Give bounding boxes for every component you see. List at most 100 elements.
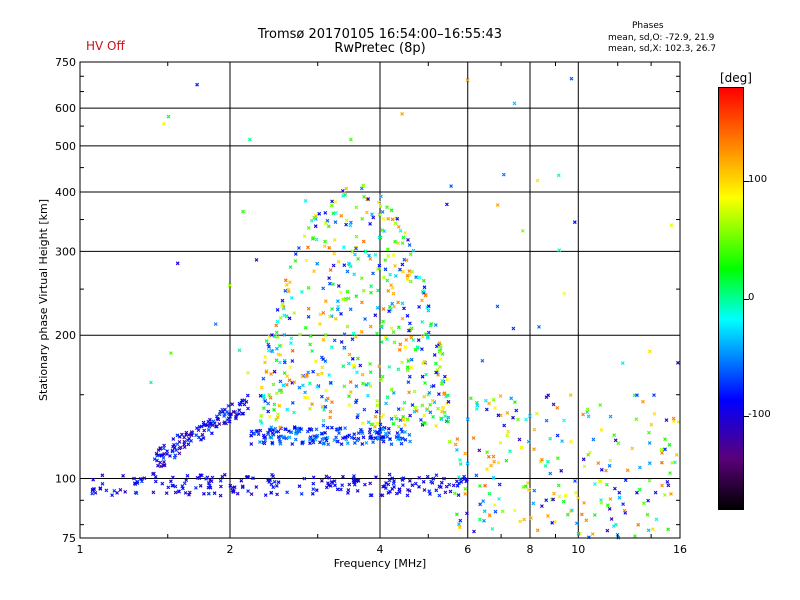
scatter-point: [218, 478, 223, 483]
scatter-point: [593, 482, 597, 486]
scatter-point: [405, 493, 410, 498]
scatter-point: [439, 480, 444, 485]
scatter-point: [355, 478, 360, 483]
scatter-point: [261, 393, 266, 398]
scatter-point: [452, 491, 457, 496]
colorbar-tick: [744, 181, 749, 182]
scatter-point: [653, 490, 658, 495]
scatter-point: [324, 474, 329, 479]
scatter-point: [310, 402, 314, 407]
scatter-point: [321, 436, 326, 441]
scatter-point: [308, 406, 312, 411]
scatter-point: [227, 419, 232, 424]
scatter-point: [660, 483, 664, 488]
scatter-point: [396, 433, 401, 438]
y-tick-label: 100: [55, 473, 76, 486]
scatter-point: [234, 412, 239, 417]
scatter-point: [264, 339, 269, 343]
scatter-point: [142, 476, 147, 480]
y-tick-label: 200: [55, 329, 76, 342]
scatter-point: [306, 314, 311, 319]
scatter-point: [238, 402, 243, 407]
scatter-point: [344, 437, 349, 442]
scatter-point: [321, 286, 326, 291]
scatter-point: [388, 437, 393, 441]
scatter-point: [336, 259, 341, 264]
scatter-point: [322, 244, 327, 248]
scatter-point: [368, 493, 373, 498]
scatter-point: [406, 380, 411, 384]
scatter-point: [664, 418, 669, 422]
scatter-point: [276, 480, 281, 485]
scatter-point: [379, 340, 384, 344]
scatter-point: [183, 491, 188, 495]
scatter-point: [237, 408, 242, 413]
scatter-point: [420, 422, 425, 427]
scatter-point: [407, 243, 412, 247]
x-tick-label: 4: [377, 543, 384, 556]
scatter-point: [217, 412, 222, 417]
scatter-point: [361, 381, 365, 386]
scatter-point: [166, 114, 171, 119]
scatter-point: [385, 205, 389, 210]
scatter-point: [380, 427, 385, 431]
scatter-point: [274, 358, 279, 363]
scatter-point: [275, 308, 280, 312]
scatter-point: [348, 390, 353, 394]
scatter-point: [353, 252, 357, 257]
scatter-point: [140, 479, 144, 484]
scatter-point: [322, 408, 326, 412]
scatter-point: [240, 484, 245, 489]
scatter-point: [123, 490, 128, 494]
scatter-point: [491, 475, 496, 480]
axis-ticks: 1 2 4 6 8 10 16 75 100 200 300 400 500 600 750: [55, 56, 687, 556]
scatter-point: [477, 448, 482, 453]
scatter-point: [261, 440, 266, 445]
scatter-point: [647, 478, 652, 483]
scatter-point: [322, 441, 326, 445]
scatter-point: [400, 316, 405, 321]
scatter-point: [314, 427, 319, 432]
scatter-point: [381, 439, 386, 444]
scatter-point: [311, 236, 316, 240]
scatter-point: [445, 202, 449, 207]
scatter-point: [395, 216, 400, 221]
scatter-point: [171, 475, 175, 480]
scatter-point: [161, 463, 166, 468]
scatter-point: [318, 322, 322, 326]
scatter-point: [386, 426, 391, 431]
scatter-point: [401, 476, 406, 481]
scatter-point: [623, 511, 628, 515]
scatter-point: [323, 299, 328, 303]
scatter-point: [304, 258, 309, 263]
scatter-point: [369, 493, 374, 498]
scatter-point: [267, 414, 272, 419]
scatter-point: [288, 280, 292, 284]
scatter-point: [306, 370, 311, 375]
scatter-point: [330, 307, 334, 311]
scatter-point: [153, 479, 158, 484]
scatter-point: [346, 296, 351, 301]
scatter-point: [338, 290, 343, 295]
scatter-point: [312, 269, 316, 274]
scatter-point: [158, 446, 163, 450]
scatter-point: [440, 381, 444, 386]
scatter-point: [447, 482, 452, 487]
scatter-point: [370, 436, 374, 441]
scatter-point: [478, 484, 482, 488]
scatter-point: [380, 374, 385, 379]
scatter-point: [339, 442, 344, 446]
y-tick-label: 600: [55, 102, 76, 115]
scatter-point: [135, 479, 140, 484]
scatter-point: [202, 423, 206, 427]
scatter-point: [525, 481, 530, 485]
scatter-point: [487, 513, 492, 518]
scatter-point: [342, 263, 347, 268]
scatter-point: [166, 485, 171, 490]
scatter-point: [391, 481, 396, 486]
scatter-point: [207, 424, 212, 429]
scatter-point: [302, 476, 307, 481]
scatter-point: [341, 436, 345, 440]
scatter-point: [262, 397, 266, 401]
scatter-point: [259, 421, 264, 425]
